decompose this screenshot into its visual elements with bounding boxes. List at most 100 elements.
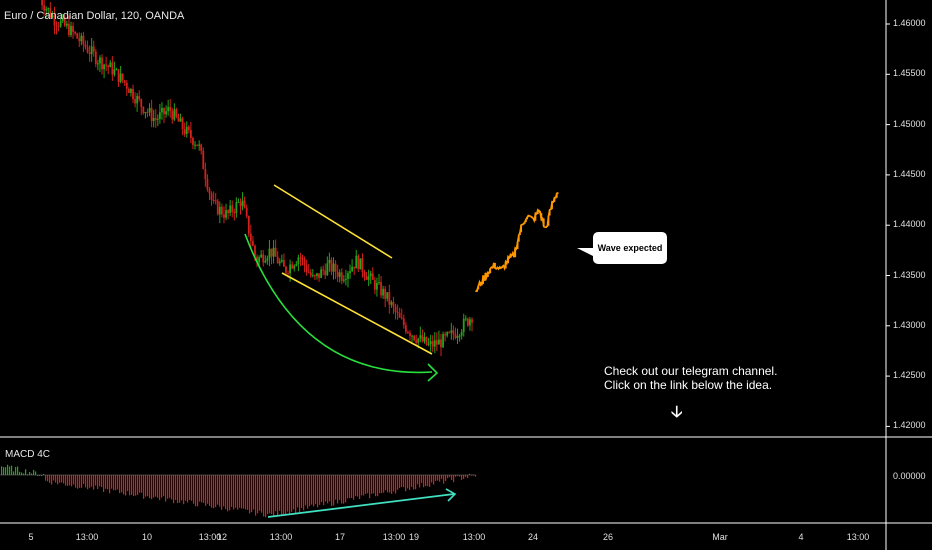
candle-body <box>287 272 289 274</box>
chart-title: Euro / Canadian Dollar, 120, OANDA <box>4 10 185 22</box>
candle-body <box>119 73 122 83</box>
macd-bar <box>455 475 457 477</box>
candle-body <box>223 214 225 218</box>
macd-bar <box>459 475 461 477</box>
macd-bar <box>43 473 45 475</box>
candle-body <box>142 106 145 114</box>
candle-body <box>332 263 335 272</box>
candle-body <box>72 25 74 33</box>
macd-bar <box>207 475 209 504</box>
candle-body <box>57 25 60 27</box>
candle-body <box>187 126 190 131</box>
candle-body <box>109 62 112 68</box>
macd-bar <box>297 475 299 508</box>
macd-bar <box>411 475 413 487</box>
macd-bar <box>321 475 323 503</box>
macd-bar <box>257 475 259 514</box>
macd-bar <box>325 475 327 502</box>
candle-body <box>43 5 46 11</box>
candle-body <box>338 272 341 277</box>
macd-bar <box>363 475 365 496</box>
candle-body <box>45 8 48 11</box>
macd-bar <box>285 475 287 515</box>
candle-body <box>396 312 399 314</box>
macd-bar <box>35 471 37 475</box>
candle-body <box>340 272 343 281</box>
candle-body <box>293 265 296 269</box>
macd-bar <box>381 475 383 494</box>
macd-bar <box>41 475 43 476</box>
candle-body <box>218 206 221 215</box>
candle-body <box>161 107 163 113</box>
macd-bar <box>13 471 15 475</box>
macd-bar <box>155 475 157 497</box>
y-tick-label: 1.43500 <box>893 269 926 280</box>
macd-bar <box>93 475 95 490</box>
macd-bar <box>357 475 359 497</box>
macd-bar <box>309 475 311 507</box>
candle-body <box>239 201 242 207</box>
candle-body <box>363 272 366 277</box>
candle-body <box>376 282 378 290</box>
macd-bar <box>45 475 47 481</box>
candle-body <box>392 302 395 307</box>
macd-bar <box>179 475 181 503</box>
x-tick-label: 13:00 <box>198 532 222 542</box>
macd-bar <box>275 475 277 512</box>
candle-body <box>446 332 449 336</box>
candle-body <box>276 256 279 264</box>
candle-body <box>371 273 374 280</box>
macd-bar <box>153 475 155 498</box>
macd-bar <box>197 475 199 507</box>
candle-body <box>305 265 308 272</box>
macd-title: MACD 4C <box>5 449 51 460</box>
macd-bar <box>25 469 27 475</box>
macd-bar <box>281 475 283 516</box>
macd-bar <box>365 475 367 494</box>
candle-body <box>117 69 120 83</box>
macd-bar <box>17 466 19 475</box>
candle-body <box>347 273 349 279</box>
macd-bar <box>75 475 77 488</box>
candle-body <box>349 271 351 274</box>
macd-bar <box>189 475 191 501</box>
macd-bar <box>143 475 145 499</box>
candle-body <box>270 248 273 257</box>
candle-body <box>268 248 271 259</box>
macd-bar <box>225 475 227 510</box>
macd-bar <box>295 475 297 513</box>
candle-body <box>427 343 430 345</box>
candle-body <box>419 335 422 339</box>
candle-body <box>165 111 167 115</box>
macd-bar <box>149 475 151 499</box>
macd-bar <box>251 475 253 513</box>
macd-bar <box>33 469 35 475</box>
macd-bar <box>277 475 279 516</box>
macd-bar <box>129 475 131 496</box>
candle-body <box>105 64 108 66</box>
candle-body <box>163 107 165 115</box>
y-tick-label: 1.45500 <box>893 68 926 79</box>
macd-bar <box>337 475 339 504</box>
macd-bar <box>409 475 411 490</box>
candle-body <box>173 109 176 120</box>
candle-body <box>148 107 151 113</box>
candle-body <box>189 130 192 139</box>
candle-body <box>301 258 304 260</box>
candle-body <box>382 288 385 296</box>
macd-bar <box>99 475 101 487</box>
macd-bar <box>393 475 395 492</box>
macd-bar <box>183 475 185 505</box>
macd-bar <box>293 475 295 510</box>
candle-body <box>297 257 300 264</box>
candle-body <box>442 334 444 348</box>
candle-body <box>121 73 124 81</box>
candle-body <box>78 38 81 42</box>
candle-body <box>318 273 320 278</box>
candle-body <box>291 264 294 269</box>
macd-bar <box>223 475 225 507</box>
candle-body <box>177 116 180 122</box>
macd-bar <box>121 475 123 493</box>
candle-body <box>200 144 203 151</box>
